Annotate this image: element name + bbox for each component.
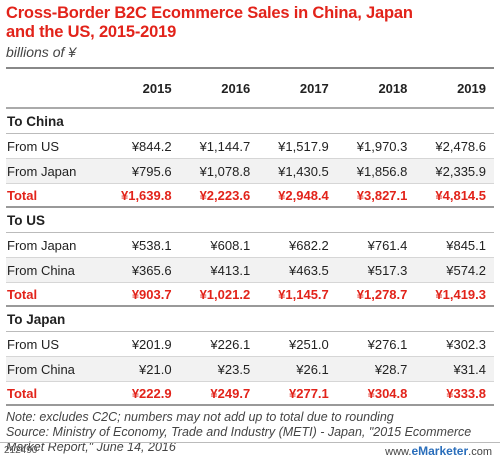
table-cell: ¥795.6 — [101, 158, 180, 184]
column-header: 2015 — [101, 67, 180, 109]
table-cell: ¥2,335.9 — [415, 158, 494, 184]
total-cell: ¥2,223.6 — [179, 183, 259, 208]
table-cell: ¥2,478.6 — [415, 133, 494, 159]
table-cell: ¥1,970.3 — [336, 133, 416, 159]
row-label: From US — [6, 331, 101, 357]
column-header: 2018 — [336, 67, 416, 109]
table-cell: ¥31.4 — [415, 356, 494, 382]
table-cell: ¥1,144.7 — [179, 133, 259, 159]
row-label: From Japan — [6, 158, 101, 184]
brand-prefix: www. — [385, 446, 412, 458]
table-row: From China ¥365.6 ¥413.1 ¥463.5 ¥517.3 ¥574.2 — [6, 257, 494, 283]
table-cell: ¥23.5 — [179, 356, 259, 382]
row-label: From China — [6, 356, 101, 382]
table-cell: ¥463.5 — [258, 257, 337, 283]
row-label: From China — [6, 257, 101, 283]
total-cell: ¥277.1 — [258, 381, 337, 406]
table-cell: ¥365.6 — [101, 257, 180, 283]
table-cell: ¥28.7 — [336, 356, 416, 382]
table-cell: ¥574.2 — [415, 257, 494, 283]
table-cell: ¥276.1 — [336, 331, 416, 357]
total-cell: ¥4,814.5 — [415, 183, 494, 208]
total-cell: ¥304.8 — [336, 381, 416, 406]
column-header: 2019 — [415, 67, 494, 109]
section-header-row: To US — [6, 207, 494, 233]
total-cell: ¥222.9 — [101, 381, 180, 406]
table-cell: ¥682.2 — [258, 232, 337, 258]
table-cell: ¥1,517.9 — [258, 133, 337, 159]
column-header: 2017 — [258, 67, 337, 109]
chart-title: Cross-Border B2C Ecommerce Sales in Chin… — [6, 4, 413, 41]
section-header-row: To China — [6, 108, 494, 134]
table-cell: ¥845.1 — [415, 232, 494, 258]
brand-suffix: .com — [468, 446, 492, 458]
table-cell: ¥538.1 — [101, 232, 180, 258]
table-cell: ¥1,078.8 — [179, 158, 259, 184]
table-row: From US ¥844.2 ¥1,144.7 ¥1,517.9 ¥1,970.3 ¥2,… — [6, 133, 494, 159]
total-cell: ¥1,021.2 — [179, 282, 259, 307]
data-table: 2015 2016 2017 2018 2019 To China From US ¥844… — [6, 67, 494, 406]
table-row: From Japan ¥795.6 ¥1,078.8 ¥1,430.5 ¥1,856.8… — [6, 158, 494, 184]
row-label: From Japan — [6, 232, 101, 258]
note-text: Note: excludes C2C; numbers may not add … — [6, 410, 394, 424]
total-row: Total ¥222.9 ¥249.7 ¥277.1 ¥304.8 ¥333.8 — [6, 381, 494, 406]
brand-name: eMarketer — [411, 444, 469, 458]
brand-logo: www.eMarketer.com — [385, 444, 492, 458]
total-row: Total ¥1,639.8 ¥2,223.6 ¥2,948.4 ¥3,827.1 ¥4,… — [6, 183, 494, 208]
table-cell: ¥226.1 — [179, 331, 259, 357]
table-cell: ¥26.1 — [258, 356, 337, 382]
table-cell: ¥761.4 — [336, 232, 416, 258]
chart-card: Cross-Border B2C Ecommerce Sales in Chin… — [6, 4, 494, 455]
table-row: From US ¥201.9 ¥226.1 ¥251.0 ¥276.1 ¥302.3 — [6, 331, 494, 357]
table-cell: ¥413.1 — [179, 257, 259, 283]
footer: 212490 www.eMarketer.com — [0, 442, 500, 459]
total-label: Total — [6, 183, 101, 208]
total-cell: ¥333.8 — [415, 381, 494, 406]
table-row: From Japan ¥538.1 ¥608.1 ¥682.2 ¥761.4 ¥845.1 — [6, 232, 494, 258]
section-title: To US — [6, 207, 494, 233]
table-cell: ¥21.0 — [101, 356, 180, 382]
total-cell: ¥249.7 — [179, 381, 259, 406]
source-text: Source: Ministry of Economy, Trade and I… — [6, 425, 472, 454]
total-row: Total ¥903.7 ¥1,021.2 ¥1,145.7 ¥1,278.7 ¥1,41… — [6, 282, 494, 307]
table-cell: ¥517.3 — [336, 257, 416, 283]
table-cell: ¥608.1 — [179, 232, 259, 258]
total-label: Total — [6, 282, 101, 307]
footnote: Note: excludes C2C; numbers may not add … — [6, 410, 494, 455]
table-cell: ¥201.9 — [101, 331, 180, 357]
table-row: From China ¥21.0 ¥23.5 ¥26.1 ¥28.7 ¥31.4 — [6, 356, 494, 382]
section-title: To Japan — [6, 306, 494, 332]
table-cell: ¥844.2 — [101, 133, 180, 159]
total-cell: ¥2,948.4 — [258, 183, 337, 208]
column-header: 2016 — [179, 67, 259, 109]
header-blank — [6, 67, 101, 109]
total-cell: ¥1,419.3 — [415, 282, 494, 307]
total-cell: ¥1,639.8 — [101, 183, 180, 208]
section-title: To China — [6, 108, 494, 134]
table-cell: ¥302.3 — [415, 331, 494, 357]
total-cell: ¥903.7 — [101, 282, 180, 307]
chart-subtitle: billions of ¥ — [6, 44, 77, 60]
table-cell: ¥251.0 — [258, 331, 337, 357]
chart-id: 212490 — [4, 445, 38, 456]
row-label: From US — [6, 133, 101, 159]
table-cell: ¥1,430.5 — [258, 158, 337, 184]
total-cell: ¥3,827.1 — [336, 183, 416, 208]
table-header-row: 2015 2016 2017 2018 2019 — [6, 67, 494, 109]
table-cell: ¥1,856.8 — [336, 158, 416, 184]
total-label: Total — [6, 381, 101, 406]
total-cell: ¥1,145.7 — [258, 282, 337, 307]
section-header-row: To Japan — [6, 306, 494, 332]
total-cell: ¥1,278.7 — [336, 282, 416, 307]
